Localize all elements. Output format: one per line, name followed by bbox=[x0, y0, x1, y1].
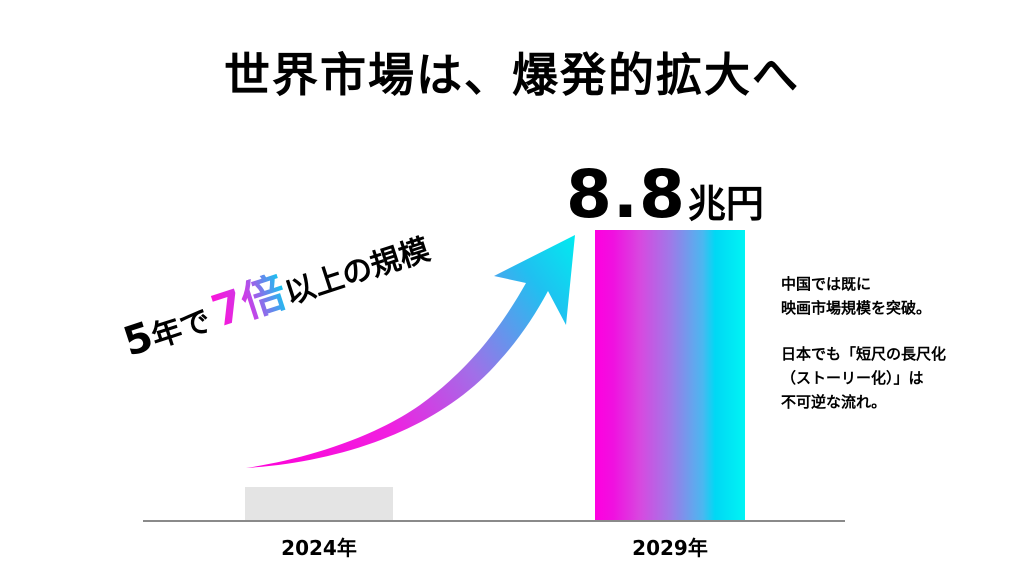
side-note: 中国では既に 映画市場規模を突破。 日本でも「短尺の長尺化 （ストーリー化）」は… bbox=[781, 272, 946, 414]
x-axis-line bbox=[143, 520, 845, 522]
x-tick-2029: 2029年 bbox=[632, 536, 708, 560]
x-tick-2024: 2024年 bbox=[281, 536, 357, 560]
value-label-2029: 8.8兆円 bbox=[566, 162, 764, 228]
value-number: 8.8 bbox=[566, 156, 686, 233]
note-line: 中国では既に bbox=[781, 275, 872, 293]
value-unit: 兆円 bbox=[687, 182, 764, 226]
note-line: （ストーリー化）」は bbox=[781, 369, 924, 387]
page-title: 世界市場は、爆発的拡大へ bbox=[224, 48, 800, 102]
note-line: 映画市場規模を突破。 bbox=[781, 299, 932, 317]
bar-2024 bbox=[245, 487, 393, 520]
note-line: 日本でも「短尺の長尺化 bbox=[781, 345, 947, 363]
note-line: 不可逆な流れ。 bbox=[781, 393, 887, 411]
bar-2029 bbox=[595, 230, 745, 520]
